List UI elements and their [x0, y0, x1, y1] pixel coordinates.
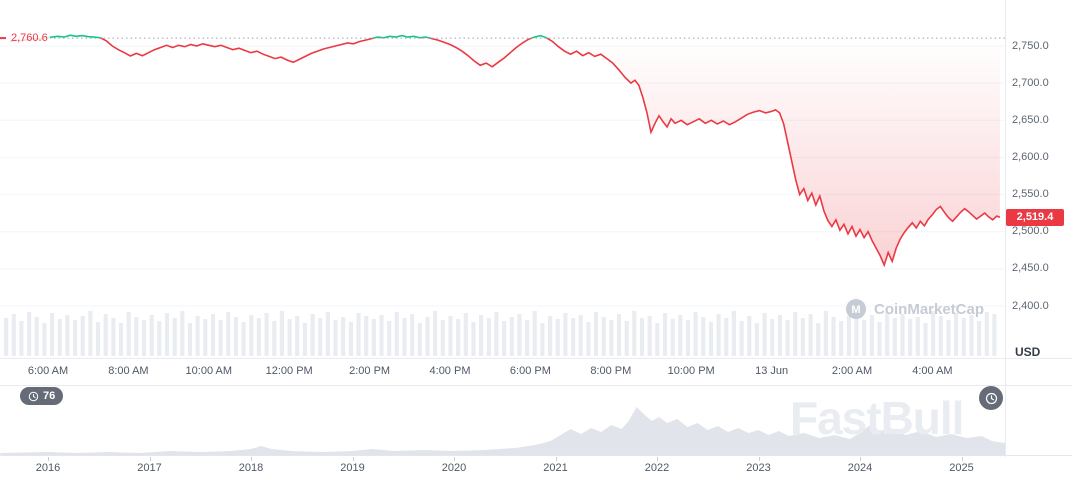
year-label: 2017 [137, 462, 162, 474]
time-axis-label: 10:00 PM [667, 365, 715, 377]
price-axis-tick: 2,550.0 [1012, 188, 1049, 201]
coinmarketcap-watermark-text: CoinMarketCap [874, 300, 985, 318]
time-axis-label: 6:00 AM [27, 365, 69, 377]
main-chart-svg[interactable] [0, 0, 1005, 358]
refresh-countdown-badge[interactable]: 76 [20, 387, 64, 405]
coinmarketcap-watermark: M CoinMarketCap [845, 298, 984, 320]
year-label: 2025 [949, 462, 974, 474]
time-axis-label: 12:00 PM [265, 365, 313, 377]
year-label: 2021 [543, 462, 568, 474]
time-axis-label: 10:00 AM [185, 365, 233, 377]
svg-text:M: M [851, 304, 860, 316]
price-axis-border [1005, 0, 1006, 457]
time-axis-label: 2:00 AM [831, 365, 873, 377]
time-axis-bottom-border [0, 385, 1072, 386]
coinmarketcap-logo-icon: M [845, 298, 867, 320]
history-clock-icon [28, 391, 39, 402]
year-label: 2020 [441, 462, 467, 474]
time-axis-top-border [0, 358, 1072, 359]
price-axis-tick: 2,400.0 [1012, 299, 1049, 312]
year-label: 2024 [847, 462, 873, 474]
year-label: 2023 [746, 462, 771, 474]
time-axis-label: 2:00 PM [349, 365, 391, 377]
year-label: 2018 [238, 462, 264, 474]
year-tick [454, 457, 455, 461]
clock-icon [985, 392, 998, 405]
countdown-value: 76 [43, 390, 56, 402]
year-tick [352, 457, 354, 461]
price-axis-tick: 2,500.0 [1012, 225, 1049, 238]
year-tick [48, 457, 49, 461]
price-axis-tick: 2,700.0 [1012, 76, 1049, 89]
year-tick [149, 457, 151, 461]
year-tick [961, 457, 963, 461]
year-axis[interactable]: 2016 2017 2018 2019 2020 2021 2022 2023 2024 2025 [0, 457, 1072, 477]
current-price-badge: 2,519.4 [1006, 208, 1064, 226]
clock-button[interactable] [979, 386, 1003, 410]
year-tick [251, 457, 252, 461]
time-axis-label: 4:00 PM [429, 365, 471, 377]
price-axis-tick: 2,600.0 [1012, 150, 1049, 163]
time-axis-label: 8:00 PM [590, 365, 632, 377]
currency-label: USD [1015, 345, 1041, 359]
year-tick [657, 457, 658, 461]
time-axis-label: 4:00 AM [912, 365, 953, 377]
price-axis-tick: 2,650.0 [1012, 113, 1049, 126]
time-axis-label: 6:00 PM [509, 365, 551, 377]
year-tick [555, 457, 557, 461]
reference-price-label: 2,760.6 [9, 31, 50, 46]
time-axis-label: 8:00 AM [108, 365, 149, 377]
price-axis-tick: 2,750.0 [1012, 39, 1049, 52]
time-axis[interactable]: 6:00 AM 8:00 AM 10:00 AM 12:00 PM 2:00 PM 4:0… [0, 358, 1005, 385]
time-axis-label: 13 Jun [755, 365, 789, 377]
year-label: 2022 [644, 462, 670, 474]
year-label: 2019 [340, 462, 365, 474]
year-tick [860, 457, 861, 461]
price-axis[interactable]: 2,750.0 2,700.0 2,650.0 2,600.0 2,550.0 2,500… [1005, 0, 1072, 358]
navigator-svg[interactable] [0, 385, 1072, 457]
year-tick [758, 457, 760, 461]
year-label: 2016 [35, 462, 61, 474]
price-axis-tick: 2,450.0 [1012, 262, 1049, 275]
